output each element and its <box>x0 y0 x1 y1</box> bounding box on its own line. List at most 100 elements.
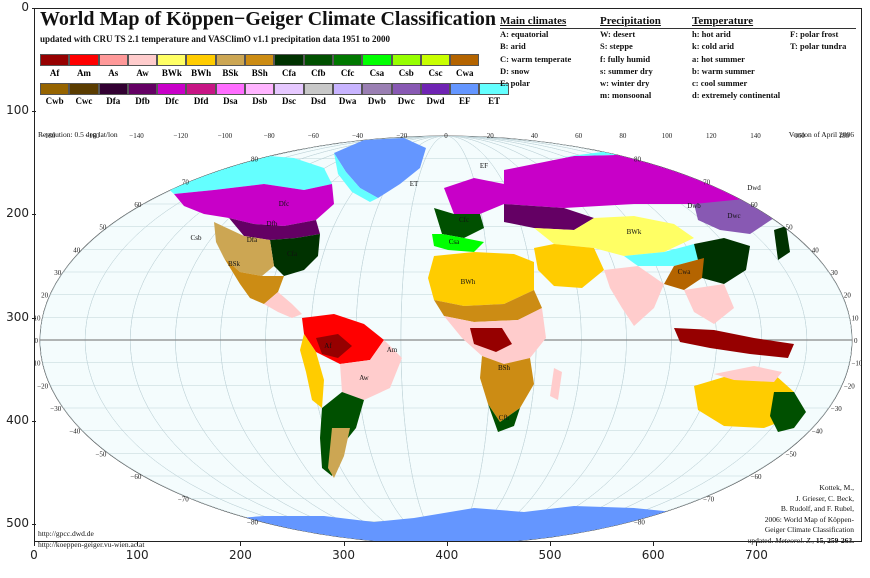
temperature-item: F: polar frost <box>790 29 839 39</box>
latitude-label: 30 <box>54 269 62 277</box>
figure-frame: World Map of Köppen−Geiger Climate Class… <box>34 8 862 549</box>
legend-code: Dsa <box>223 96 238 106</box>
world-map: EF ET Dfc Dfb Dfa Cfa Csb BSk BWh Aw Af Am BSh Cfb Cwa… <box>34 132 862 542</box>
precipitation-item: f: fully humid <box>600 53 651 64</box>
climate-code-label: Dfb <box>267 220 278 228</box>
legend-cell: Aw <box>127 54 158 78</box>
central-america <box>264 292 302 318</box>
latitude-label: 70 <box>182 178 190 186</box>
version-note: Version of April 2006 <box>788 130 854 139</box>
legend-cell: Dwd <box>420 83 451 106</box>
y-tick <box>32 420 36 422</box>
url-link[interactable]: http://koeppen-geiger.vu-wien.ac.at <box>38 540 145 549</box>
legend-swatch <box>157 54 187 66</box>
legend-cell: BSh <box>245 54 275 78</box>
climate-code-label: Aw <box>359 374 369 382</box>
madagascar <box>550 368 562 400</box>
x-tick-label: 500 <box>538 548 562 562</box>
africa-sahara <box>428 252 534 306</box>
legend-code: Dfd <box>193 96 209 106</box>
greenland <box>334 138 426 198</box>
latitude-label: −20 <box>37 382 48 390</box>
legend-swatch <box>362 54 392 66</box>
north-america-dfb <box>229 218 320 240</box>
latitude-label: 30 <box>831 269 839 277</box>
temperature-item: h: hot arid <box>692 29 731 39</box>
longitude-label: −160 <box>85 132 100 140</box>
antarctica <box>94 506 852 542</box>
legend-swatch <box>362 83 392 95</box>
resolution-note: Resolution: 0.5 deg lat/lon <box>38 130 118 139</box>
main-climate-item: E: polar <box>500 78 530 89</box>
south-america-west <box>300 334 324 408</box>
legend-swatch <box>420 83 451 95</box>
y-tick-label: 400 <box>6 412 29 427</box>
europe-north <box>444 178 504 214</box>
x-tick <box>34 542 35 546</box>
precipitation-item: m: monsoonal <box>600 90 652 101</box>
citation-line: J. Grieser, C. Beck, <box>795 493 854 503</box>
legend-swatch <box>303 83 333 95</box>
latitude-label: 60 <box>751 201 759 209</box>
x-tick <box>653 542 655 546</box>
legend-swatch <box>274 83 304 95</box>
legend-swatch <box>420 54 451 66</box>
japan <box>774 226 790 260</box>
legend-cell: Cwa <box>450 54 480 78</box>
legend-code: Csc <box>428 68 443 78</box>
legend-cell: Csa <box>362 54 392 78</box>
legend-code: Dwa <box>338 96 357 106</box>
citation-line: B. Rudolf, and F. Rubel, <box>780 504 854 513</box>
url-link[interactable]: http://gpcc.dwd.de <box>38 529 94 538</box>
longitude-label: 180 <box>839 132 850 140</box>
legend-swatch <box>450 83 480 95</box>
legend-code: Am <box>76 68 91 78</box>
latitude-label: 80 <box>634 156 642 164</box>
citation-line: 2006: World Map of Köppen- <box>764 514 854 524</box>
y-tick <box>32 317 36 319</box>
legend-cell: Dsb <box>245 83 275 106</box>
temperature-item: c: cool summer <box>692 78 748 89</box>
legend-code: Cwc <box>75 96 93 106</box>
climate-code-label: Cfc <box>459 216 469 224</box>
legend-cell: Dsd <box>303 83 333 106</box>
latitude-label: −50 <box>95 450 106 458</box>
latitude-label: −60 <box>751 473 762 481</box>
temperature-item: d: extremely continental <box>692 90 781 101</box>
latitude-label: 10 <box>34 314 41 322</box>
legend-code: Aw <box>136 68 149 78</box>
legend-swatch <box>245 83 275 95</box>
temperature-item: a: hot summer <box>692 53 745 64</box>
y-tick-label: 200 <box>6 206 29 221</box>
x-tick <box>137 542 139 546</box>
legend-row-2: Cwb Cwc Dfa Dfb Dfc Dfd Dsa Dsb Dsc Dsd Dwa Dwb Dwc D… <box>40 83 509 106</box>
legend-code: Cwb <box>45 96 64 106</box>
temperature-legend: Temperature h: hot arid k: cold arid a: … <box>692 14 780 102</box>
legend-cell: Dfa <box>98 83 128 106</box>
australia-north <box>714 366 782 382</box>
longitude-label: 0 <box>444 132 448 140</box>
latitude-label: 20 <box>844 292 852 300</box>
legend-swatch <box>127 83 158 95</box>
legend-code: Dfb <box>135 96 150 106</box>
legend-swatch <box>215 54 246 66</box>
latitude-label: 50 <box>786 224 794 232</box>
mexico <box>224 258 284 304</box>
y-tick-label: 100 <box>6 103 29 118</box>
longitude-label: −40 <box>352 132 363 140</box>
climate-code-label: Af <box>324 342 332 350</box>
legend-cell: Dwa <box>332 83 363 106</box>
africa-cape <box>488 404 520 432</box>
temperature-heading: Temperature <box>692 15 754 27</box>
latitude-label: −40 <box>812 428 823 436</box>
y-tick-label: 500 <box>6 516 29 530</box>
longitude-label: −180 <box>41 132 56 140</box>
latitude-label: 60 <box>134 201 142 209</box>
legend-swatch <box>274 54 304 66</box>
patagonia <box>328 428 350 478</box>
legend-code: Dfc <box>165 96 179 106</box>
legend-code: EF <box>459 96 471 106</box>
temperature-item: b: warm summer <box>692 65 755 76</box>
temperature-item: k: cold arid <box>692 41 735 52</box>
longitude-label: 60 <box>575 132 583 140</box>
